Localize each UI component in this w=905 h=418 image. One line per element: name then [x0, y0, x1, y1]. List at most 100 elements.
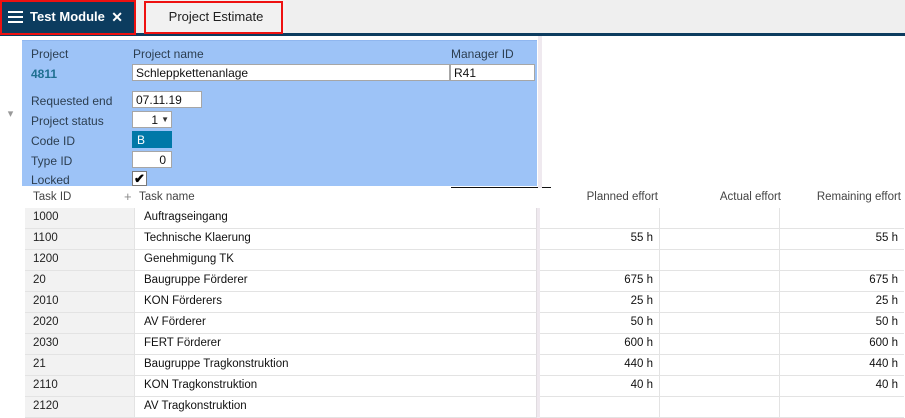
- row-gutter: [0, 313, 25, 334]
- cell-remaining-effort[interactable]: 55 h: [780, 229, 904, 250]
- cell-task-id[interactable]: 2110: [25, 376, 135, 397]
- cell-actual-effort[interactable]: [660, 250, 780, 271]
- cell-task-id[interactable]: 2010: [25, 292, 135, 313]
- cell-task-id[interactable]: 2120: [25, 397, 135, 418]
- code-id-input[interactable]: B: [132, 131, 172, 148]
- row-gutter: [0, 376, 25, 397]
- cell-planned-effort[interactable]: [540, 397, 660, 418]
- cell-actual-effort[interactable]: [660, 376, 780, 397]
- label-code-id: Code ID: [31, 134, 76, 148]
- cell-task-name[interactable]: AV Förderer: [135, 313, 537, 334]
- cell-planned-effort[interactable]: 50 h: [540, 313, 660, 334]
- cell-task-name[interactable]: FERT Förderer: [135, 334, 537, 355]
- cell-task-id[interactable]: 2020: [25, 313, 135, 334]
- header-task-name[interactable]: Task name: [139, 191, 195, 203]
- chevron-down-icon: ▼: [161, 114, 169, 124]
- label-type-id: Type ID: [31, 154, 73, 168]
- plus-icon[interactable]: +: [124, 189, 132, 204]
- cell-planned-effort[interactable]: 440 h: [540, 355, 660, 376]
- cell-task-id[interactable]: 21: [25, 355, 135, 376]
- cell-planned-effort[interactable]: 40 h: [540, 376, 660, 397]
- cell-task-name[interactable]: Auftragseingang: [135, 208, 537, 229]
- project-status-select[interactable]: 1 ▼: [132, 111, 172, 128]
- table-row[interactable]: 1000 Auftragseingang: [0, 208, 905, 229]
- cell-remaining-effort[interactable]: [780, 250, 904, 271]
- row-gutter: [0, 355, 25, 376]
- column-separator: [537, 355, 540, 376]
- cell-actual-effort[interactable]: [660, 334, 780, 355]
- cell-planned-effort[interactable]: 600 h: [540, 334, 660, 355]
- table-row[interactable]: 2120 AV Tragkonstruktion: [0, 397, 905, 418]
- row-gutter: [0, 250, 25, 271]
- cell-planned-effort[interactable]: [540, 250, 660, 271]
- hamburger-icon[interactable]: [8, 10, 23, 23]
- table-row[interactable]: 1200 Genehmigung TK: [0, 250, 905, 271]
- tab-bar-filler: [286, 0, 905, 33]
- table-row[interactable]: 2010 KON Förderers 25 h 25 h: [0, 292, 905, 313]
- locked-checkbox[interactable]: ✔: [132, 171, 147, 186]
- table-row[interactable]: 21 Baugruppe Tragkonstruktion 440 h 440 h: [0, 355, 905, 376]
- cell-task-id[interactable]: 1000: [25, 208, 135, 229]
- column-separator: [537, 271, 540, 292]
- cell-remaining-effort[interactable]: [780, 397, 904, 418]
- cell-task-name[interactable]: AV Tragkonstruktion: [135, 397, 537, 418]
- tab-test-module-label: Test Module: [30, 9, 105, 24]
- label-project-name: Project name: [133, 47, 204, 61]
- cell-task-id[interactable]: 1100: [25, 229, 135, 250]
- row-gutter: [0, 208, 25, 229]
- label-requested-end: Requested end: [31, 94, 113, 108]
- checkmark-icon: ✔: [134, 171, 145, 186]
- cell-actual-effort[interactable]: [660, 397, 780, 418]
- cell-task-name[interactable]: KON Förderers: [135, 292, 537, 313]
- code-id-value: B: [137, 133, 146, 147]
- table-row[interactable]: 1100 Technische Klaerung 55 h 55 h: [0, 229, 905, 250]
- manager-id-input[interactable]: [450, 64, 535, 81]
- cell-task-name[interactable]: KON Tragkonstruktion: [135, 376, 537, 397]
- cell-actual-effort[interactable]: [660, 229, 780, 250]
- type-id-input[interactable]: [132, 151, 172, 168]
- tab-project-estimate[interactable]: Project Estimate: [146, 0, 286, 33]
- header-actual-effort[interactable]: Actual effort: [719, 191, 781, 203]
- cell-actual-effort[interactable]: [660, 271, 780, 292]
- table-row[interactable]: 20 Baugruppe Förderer 675 h 675 h: [0, 271, 905, 292]
- header-planned-effort[interactable]: Planned effort: [586, 191, 658, 203]
- cell-task-name[interactable]: Genehmigung TK: [135, 250, 537, 271]
- close-icon[interactable]: ✕: [111, 8, 123, 25]
- task-grid: Task ID + Task name Planned effort Actua…: [0, 188, 905, 418]
- cell-remaining-effort[interactable]: 675 h: [780, 271, 904, 292]
- project-name-input[interactable]: [132, 64, 450, 81]
- cell-actual-effort[interactable]: [660, 292, 780, 313]
- cell-actual-effort[interactable]: [660, 355, 780, 376]
- cell-task-name[interactable]: Baugruppe Förderer: [135, 271, 537, 292]
- cell-task-id[interactable]: 20: [25, 271, 135, 292]
- cell-remaining-effort[interactable]: 600 h: [780, 334, 904, 355]
- row-gutter: [0, 334, 25, 355]
- cell-remaining-effort[interactable]: 440 h: [780, 355, 904, 376]
- table-row[interactable]: 2030 FERT Förderer 600 h 600 h: [0, 334, 905, 355]
- cell-planned-effort[interactable]: 55 h: [540, 229, 660, 250]
- cell-remaining-effort[interactable]: 25 h: [780, 292, 904, 313]
- cell-planned-effort[interactable]: 675 h: [540, 271, 660, 292]
- cell-actual-effort[interactable]: [660, 313, 780, 334]
- cell-planned-effort[interactable]: 25 h: [540, 292, 660, 313]
- cell-remaining-effort[interactable]: 50 h: [780, 313, 904, 334]
- tab-test-module[interactable]: Test Module ✕: [0, 0, 134, 33]
- cell-remaining-effort[interactable]: 40 h: [780, 376, 904, 397]
- cell-task-id[interactable]: 1200: [25, 250, 135, 271]
- cell-task-name[interactable]: Technische Klaerung: [135, 229, 537, 250]
- project-number-value: 4811: [31, 67, 58, 81]
- chevron-down-icon[interactable]: ▾: [7, 108, 14, 120]
- cell-planned-effort[interactable]: [540, 208, 660, 229]
- cell-actual-effort[interactable]: [660, 208, 780, 229]
- row-gutter: [0, 229, 25, 250]
- cell-task-name[interactable]: Baugruppe Tragkonstruktion: [135, 355, 537, 376]
- requested-end-input[interactable]: [132, 91, 202, 108]
- tab-bar-underline: [0, 33, 905, 36]
- table-row[interactable]: 2110 KON Tragkonstruktion 40 h 40 h: [0, 376, 905, 397]
- cell-task-id[interactable]: 2030: [25, 334, 135, 355]
- cell-remaining-effort[interactable]: [780, 208, 904, 229]
- header-task-id[interactable]: Task ID: [33, 191, 72, 203]
- table-row[interactable]: 2020 AV Förderer 50 h 50 h: [0, 313, 905, 334]
- header-remaining-effort[interactable]: Remaining effort: [816, 191, 901, 203]
